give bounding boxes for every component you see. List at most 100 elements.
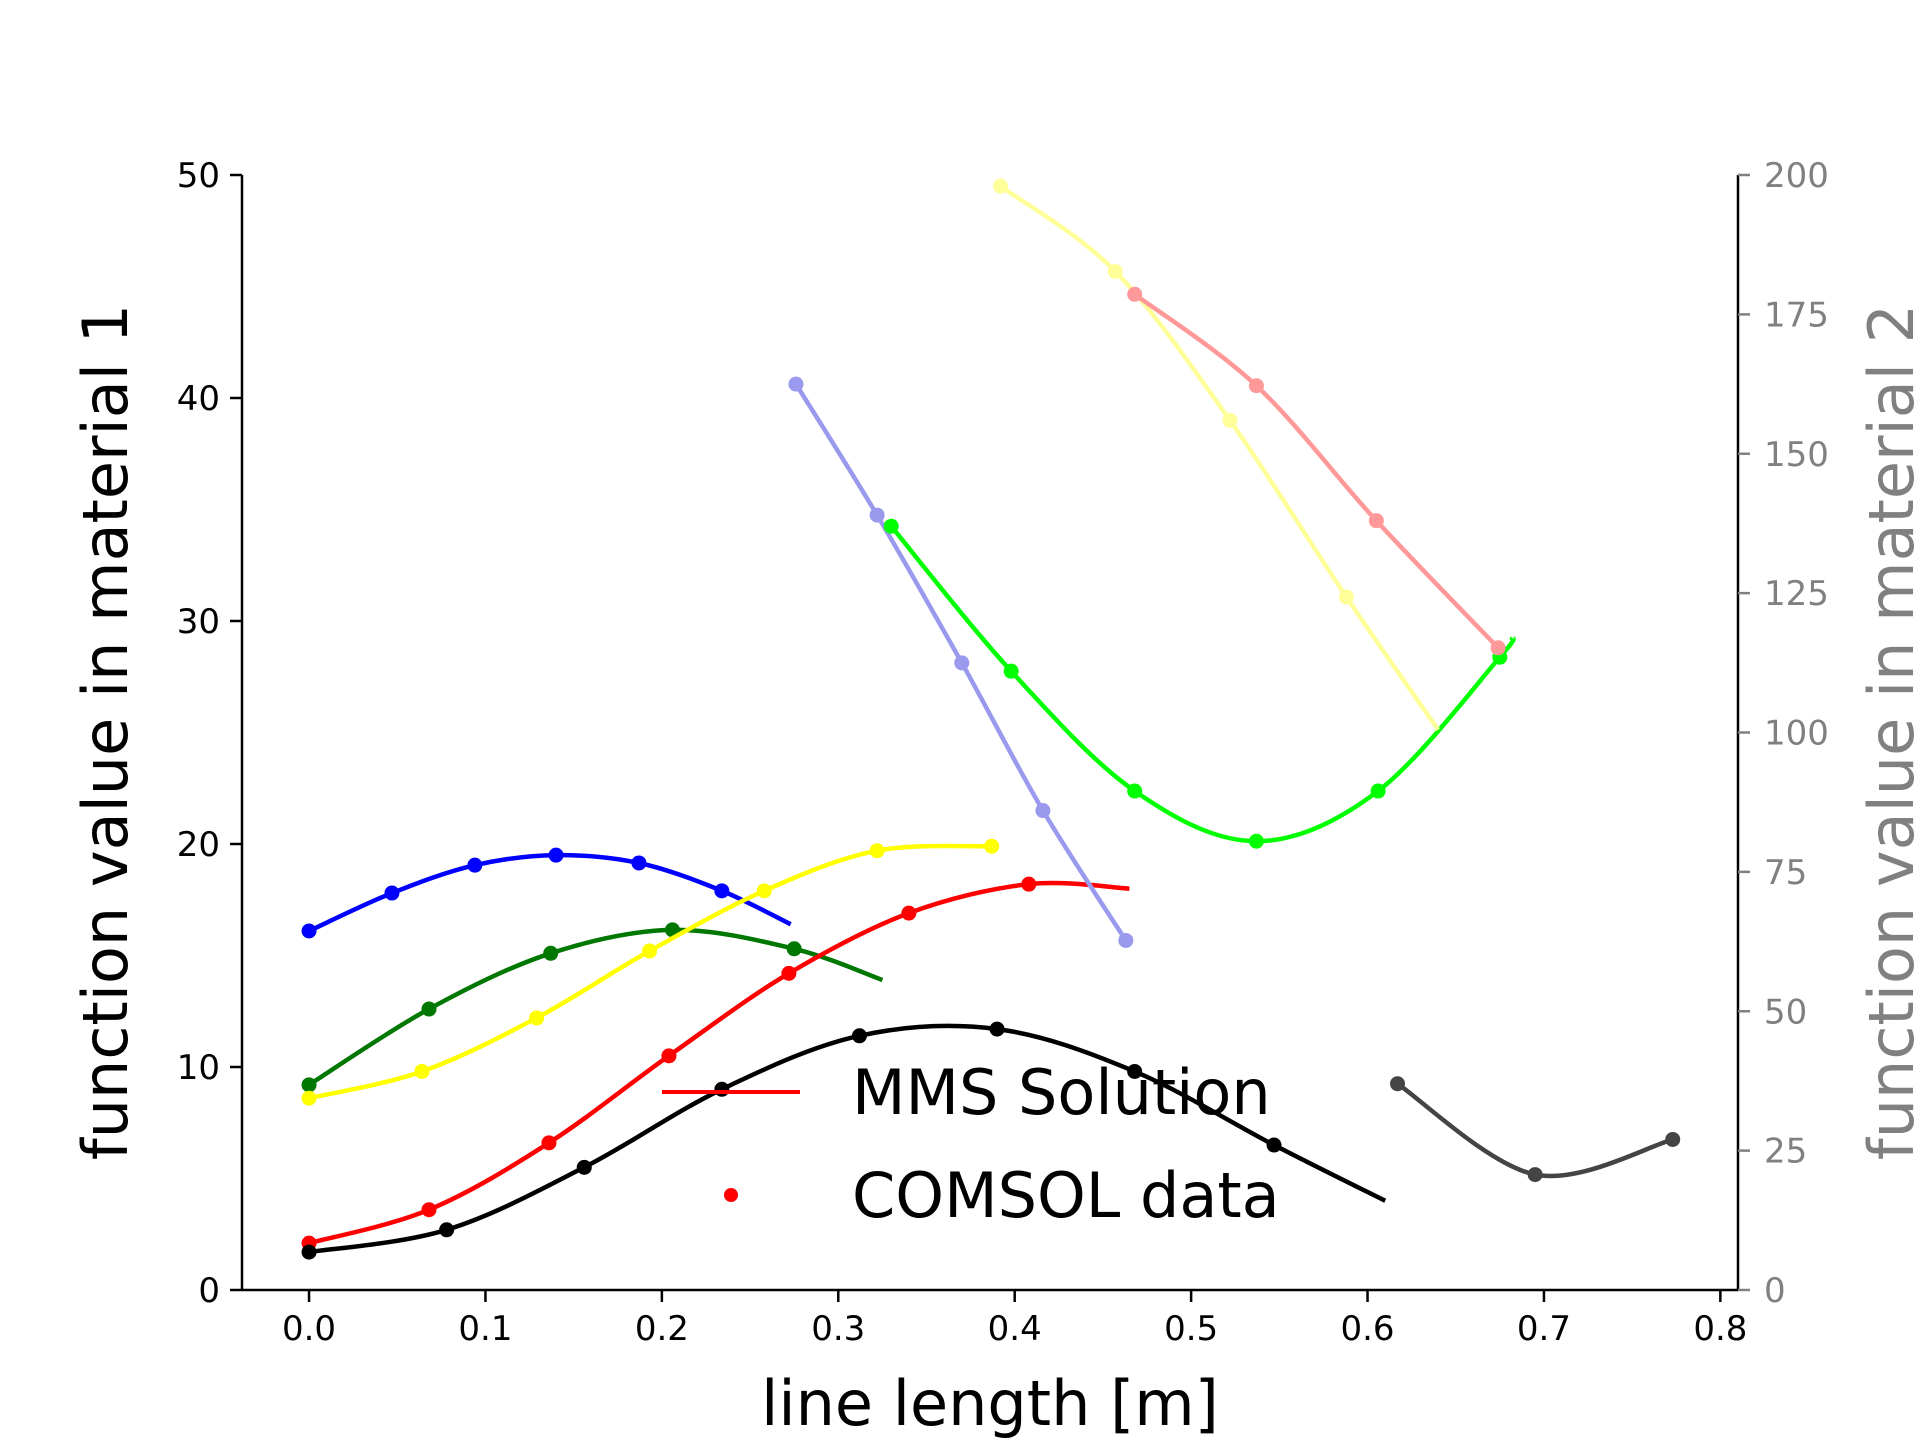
x-tick-label: 0.7 [1517, 1309, 1571, 1349]
data-point [1127, 783, 1143, 799]
x-tick-label: 0.3 [811, 1309, 865, 1349]
x-axis-title: line length [m] [761, 1367, 1219, 1440]
y-tick-label: 50 [177, 156, 220, 196]
data-point [1118, 932, 1134, 948]
series-line [889, 524, 1516, 844]
data-point [301, 1090, 317, 1106]
data-point [954, 655, 970, 671]
data-point [1390, 1076, 1406, 1092]
data-point [421, 1001, 437, 1017]
data-point [301, 1244, 317, 1260]
y-axis-title: function value in material 1 [69, 304, 142, 1160]
x-tick-label: 0.0 [282, 1309, 336, 1349]
x-tick-label: 0.5 [1164, 1309, 1218, 1349]
right-y-tick-label: 100 [1764, 714, 1829, 754]
y-tick-label: 10 [177, 1048, 220, 1088]
data-point [576, 1159, 592, 1175]
series-7 [993, 178, 1440, 731]
series-4 [301, 1021, 1387, 1260]
data-point [1527, 1167, 1543, 1183]
series-1 [301, 922, 884, 1093]
series-0 [301, 847, 792, 939]
x-tick-label: 0.4 [988, 1309, 1042, 1349]
x-tick-label: 0.6 [1340, 1309, 1394, 1349]
data-point [1127, 286, 1143, 302]
data-point [756, 883, 772, 899]
data-point [543, 945, 559, 961]
right-y-tick-label: 25 [1764, 1132, 1807, 1172]
data-point [984, 838, 1000, 854]
y-tick-label: 20 [177, 825, 220, 865]
series-6 [883, 518, 1516, 849]
legend-label-mms-solution: MMS Solution [852, 1056, 1271, 1129]
right-y-tick-label: 150 [1764, 435, 1829, 475]
x-tick-label: 0.1 [458, 1309, 512, 1349]
data-point [1248, 378, 1264, 394]
x-axis-ticks: 0.0 0.1 0.2 0.3 0.4 0.5 0.6 0.7 0.8 [282, 1290, 1747, 1349]
data-point [1127, 1063, 1143, 1079]
series-layer [301, 178, 1681, 1260]
data-point [714, 1081, 730, 1097]
right-y-tick-label: 75 [1764, 853, 1807, 893]
series-line [1133, 292, 1500, 650]
legend-label-comsol-data: COMSOL data [852, 1159, 1280, 1232]
data-point [414, 1063, 430, 1079]
data-point [1021, 876, 1037, 892]
data-point [301, 923, 317, 939]
right-y-tick-label: 200 [1764, 156, 1829, 196]
data-point [541, 1135, 557, 1151]
x-tick-label: 0.8 [1693, 1309, 1747, 1349]
data-point [851, 1028, 867, 1044]
series-line [308, 880, 1130, 1246]
right-y-axis-title: function value in material 2 [1855, 304, 1920, 1160]
data-point [384, 885, 400, 901]
data-point [883, 518, 899, 534]
right-y-tick-label: 50 [1764, 992, 1807, 1032]
data-point [1368, 513, 1384, 529]
data-point [1248, 833, 1264, 849]
series-5 [788, 376, 1134, 948]
data-point [869, 843, 885, 859]
data-point [1035, 803, 1051, 819]
y-axis-ticks: 0 10 20 30 40 50 [177, 156, 242, 1311]
series-9 [1390, 1076, 1681, 1183]
data-point [993, 178, 1009, 194]
data-point [301, 1077, 317, 1093]
data-point [421, 1202, 437, 1218]
right-y-tick-label: 0 [1764, 1271, 1786, 1311]
data-point [901, 905, 917, 921]
right-y-tick-label: 175 [1764, 295, 1829, 335]
legend: MMS Solution COMSOL data [662, 1056, 1280, 1232]
data-point [1003, 663, 1019, 679]
data-point [1490, 640, 1506, 656]
series-3 [301, 876, 1130, 1251]
series-2 [301, 838, 1000, 1106]
data-point [1107, 263, 1123, 279]
data-point [1665, 1131, 1681, 1147]
data-point [1266, 1137, 1282, 1153]
data-point [548, 847, 564, 863]
data-point [786, 941, 802, 957]
data-point [989, 1021, 1005, 1037]
right-y-axis-ticks: 0 25 50 75 100 125 150 175 200 [1738, 156, 1829, 1311]
data-point [439, 1222, 455, 1238]
series-8 [1127, 286, 1506, 656]
data-point [467, 857, 483, 873]
data-point [1222, 412, 1238, 428]
data-point [631, 855, 647, 871]
data-point [788, 376, 804, 392]
data-point [869, 507, 885, 523]
series-line [999, 184, 1440, 731]
series-line [1396, 1081, 1674, 1179]
data-point [1370, 783, 1386, 799]
legend-dot-marker [724, 1188, 738, 1202]
data-point [781, 965, 797, 981]
data-point [642, 943, 658, 959]
data-point [529, 1010, 545, 1026]
data-point [714, 883, 730, 899]
y-tick-label: 40 [177, 379, 220, 419]
right-y-tick-label: 125 [1764, 574, 1829, 614]
data-point [661, 1048, 677, 1064]
data-point [1338, 589, 1354, 605]
